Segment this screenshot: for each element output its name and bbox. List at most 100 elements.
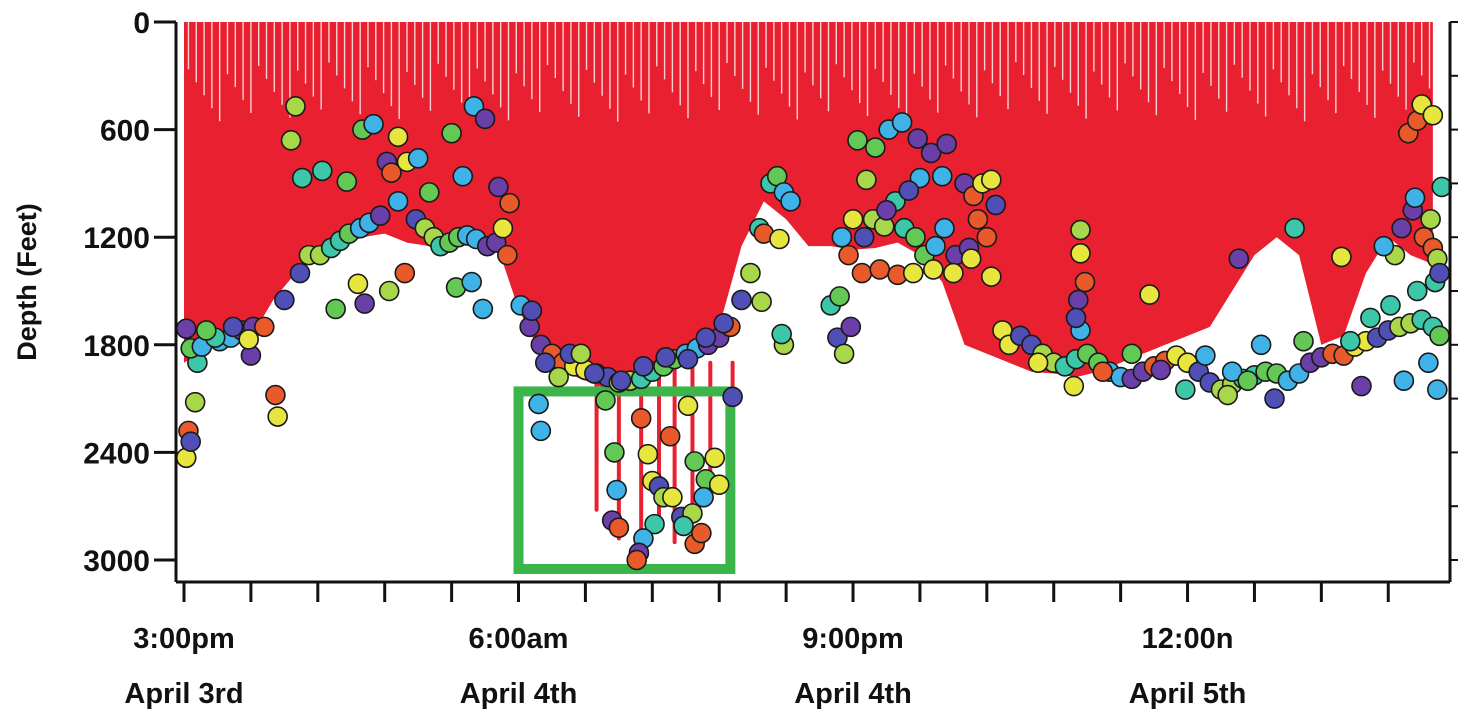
data-point xyxy=(184,391,206,413)
data-point xyxy=(1221,361,1243,383)
data-point xyxy=(659,425,681,447)
data-point xyxy=(1139,284,1160,305)
data-point xyxy=(492,217,514,239)
data-point xyxy=(869,259,891,280)
data-point xyxy=(771,323,792,345)
data-point xyxy=(528,393,549,415)
data-point xyxy=(905,226,926,248)
data-point xyxy=(1092,361,1114,383)
data-point xyxy=(677,348,699,370)
data-point xyxy=(831,226,853,248)
data-point xyxy=(238,329,259,350)
data-point xyxy=(354,293,375,314)
data-point xyxy=(691,522,712,544)
data-point xyxy=(637,443,659,465)
data-point xyxy=(1427,379,1448,400)
data-point xyxy=(1360,307,1381,329)
data-point xyxy=(369,205,391,226)
data-point xyxy=(925,235,946,257)
x-tick-label-date: April 5th xyxy=(1129,678,1247,710)
data-point xyxy=(1070,219,1091,241)
data-point xyxy=(713,312,734,334)
data-point xyxy=(1404,187,1426,209)
data-point xyxy=(644,513,665,535)
data-point xyxy=(530,420,552,442)
data-point xyxy=(1027,352,1049,374)
data-point xyxy=(1431,176,1453,198)
x-tick-label-time: 12:00n xyxy=(1142,623,1234,655)
data-point xyxy=(829,286,850,307)
data-point xyxy=(833,343,855,365)
data-point xyxy=(474,108,496,130)
data-point xyxy=(1121,343,1143,365)
data-point xyxy=(419,182,440,203)
data-point xyxy=(626,549,648,571)
data-point xyxy=(1293,330,1314,352)
x-tick-label-time: 6:00am xyxy=(469,623,569,655)
x-tick-label-date: April 4th xyxy=(794,678,912,710)
data-point xyxy=(851,262,873,284)
data-point xyxy=(704,447,726,469)
data-point xyxy=(1340,330,1361,352)
data-point xyxy=(838,244,859,266)
data-point xyxy=(1063,375,1085,397)
data-point xyxy=(633,356,654,377)
data-point xyxy=(488,176,509,198)
data-point xyxy=(840,316,862,338)
data-point xyxy=(253,316,275,338)
data-point xyxy=(610,370,632,391)
data-point xyxy=(196,320,217,341)
data-point xyxy=(499,192,520,214)
data-point xyxy=(876,200,897,221)
data-point xyxy=(695,327,717,348)
data-point xyxy=(363,113,384,135)
data-point xyxy=(381,162,402,183)
data-point xyxy=(291,167,313,189)
data-point xyxy=(1429,325,1450,347)
data-point xyxy=(662,486,683,508)
data-point xyxy=(865,137,886,158)
data-point xyxy=(534,352,556,374)
data-point xyxy=(898,180,920,201)
data-point xyxy=(336,171,358,192)
data-point xyxy=(1420,208,1441,230)
data-point xyxy=(1250,334,1272,356)
y-tick-label: 1800 xyxy=(83,330,150,363)
data-point xyxy=(708,474,730,495)
data-point xyxy=(280,130,302,151)
data-point xyxy=(595,390,616,411)
data-point xyxy=(934,217,955,239)
data-point xyxy=(441,122,462,144)
data-point xyxy=(387,191,409,212)
data-point xyxy=(274,289,295,311)
data-point xyxy=(472,298,494,320)
y-tick-label: 2400 xyxy=(83,437,150,470)
data-point xyxy=(1380,295,1401,316)
data-point xyxy=(606,479,627,501)
data-point xyxy=(842,208,864,230)
y-axis-title: Depth (Feet) xyxy=(12,203,42,361)
data-point xyxy=(693,486,714,508)
data-point xyxy=(856,169,877,191)
data-point xyxy=(780,191,801,212)
data-point xyxy=(677,395,699,417)
data-point xyxy=(1264,388,1285,409)
data-point xyxy=(980,266,1002,287)
data-point xyxy=(285,95,306,117)
data-point xyxy=(267,406,288,427)
data-point xyxy=(1429,262,1450,284)
data-point xyxy=(548,366,569,388)
data-point xyxy=(1237,370,1259,391)
data-point xyxy=(1418,352,1439,374)
data-point xyxy=(1217,384,1238,406)
highlight-box xyxy=(513,386,736,574)
data-point xyxy=(1351,375,1372,397)
data-point xyxy=(1373,235,1395,257)
data-point xyxy=(180,431,201,452)
data-point xyxy=(769,228,790,250)
data-point xyxy=(1228,248,1250,270)
data-point xyxy=(394,262,416,284)
depth-trace-area xyxy=(184,22,1433,390)
